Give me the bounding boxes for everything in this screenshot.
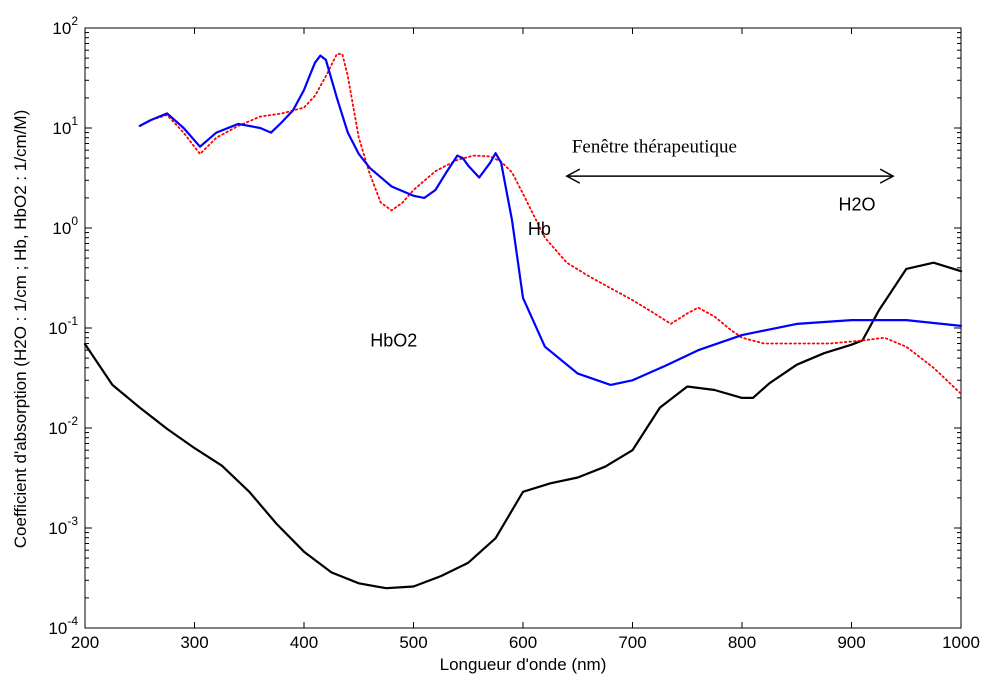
y-tick-label: 10-4	[48, 614, 78, 638]
x-tick-label: 800	[728, 633, 756, 652]
y-axis-label: Coefficient d'absorption (H2O : 1/cm ; H…	[11, 110, 30, 548]
series-line-hbo2	[138, 54, 963, 386]
y-tick-label: 10-2	[48, 414, 78, 438]
annotation-hbo2: HbO2	[370, 331, 417, 351]
x-tick-label: 200	[71, 633, 99, 652]
annotations: Fenêtre thérapeutique Hb HbO2 H2O	[370, 136, 875, 350]
x-axis-label: Longueur d'onde (nm)	[440, 655, 607, 674]
axis-ticks: 200 300 400 500 600 700 800 900 1000 10-4 10-3 10-2…	[48, 14, 980, 652]
x-tick-label: 1000	[942, 633, 980, 652]
x-tick-label: 600	[509, 633, 537, 652]
y-tick-label: 101	[52, 114, 78, 138]
y-tick-label: 10-3	[48, 514, 78, 538]
series-layer	[83, 53, 963, 590]
annotation-fen-tre-th-rapeutique: Fenêtre thérapeutique	[572, 136, 737, 157]
y-tick-label: 100	[52, 214, 78, 238]
plot-area	[84, 27, 962, 629]
x-tick-label: 900	[837, 633, 865, 652]
arrow-head-left	[565, 168, 581, 184]
annotation-h2o: H2O	[838, 194, 875, 214]
x-tick-label: 700	[618, 633, 646, 652]
y-tick-label: 10-1	[48, 314, 78, 338]
series-line-hb	[138, 53, 962, 395]
arrow-head-right	[879, 168, 895, 184]
series-line-h2o	[83, 261, 963, 590]
x-tick-label: 300	[180, 633, 208, 652]
x-tick-label: 500	[399, 633, 427, 652]
therapeutic-window-arrow	[565, 168, 895, 184]
y-tick-label: 102	[52, 14, 78, 38]
annotation-hb: Hb	[528, 219, 551, 239]
x-tick-label: 400	[290, 633, 318, 652]
